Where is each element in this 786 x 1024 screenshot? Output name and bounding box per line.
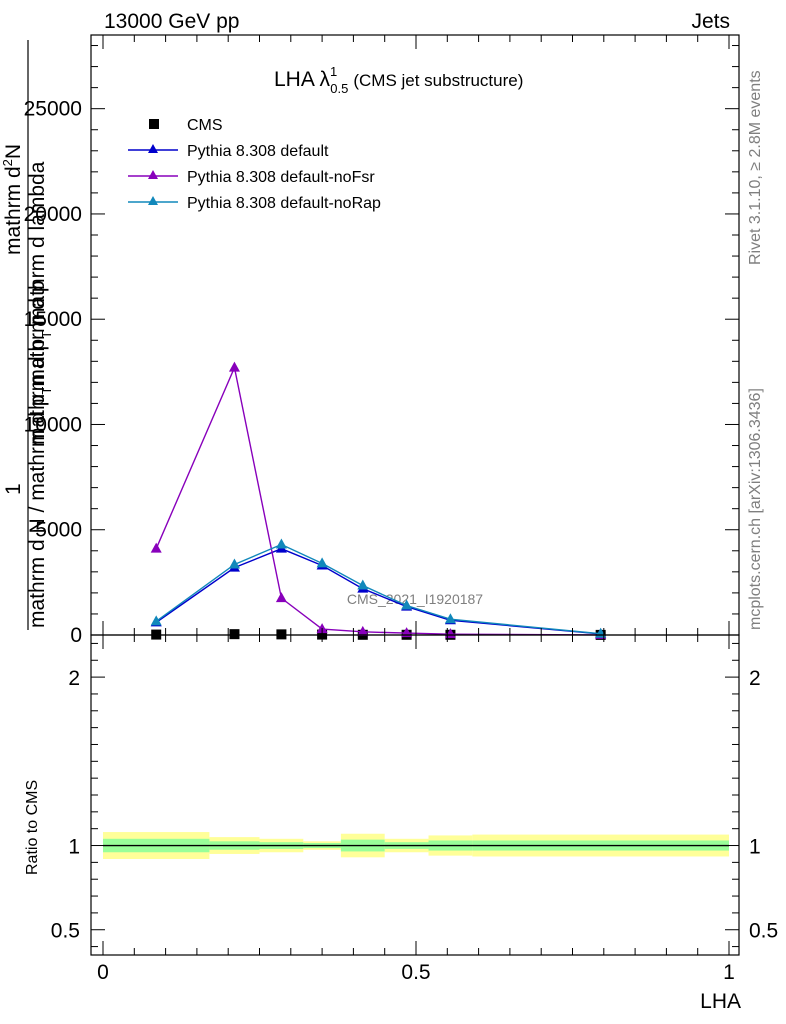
main-y-tick-label: 25000 — [24, 98, 82, 121]
header-left-label: 13000 GeV pp — [104, 10, 239, 33]
legend-label-norap: Pythia 8.308 default-noRap — [187, 195, 381, 212]
chart-title: LHA λ1 0.5 (CMS jet substructure) — [274, 64, 523, 96]
mcplots-label: mcplots.cern.ch [arXiv:1306.3436] — [747, 388, 764, 630]
ratio-panel: 0.5 0.5 1 1 2 2 0 0.5 1 Ratio to CMS LHA — [24, 634, 778, 1013]
ylabel-one: 1 — [2, 483, 25, 495]
data-point-nofsr — [150, 542, 162, 553]
legend: CMS Pythia 8.308 default Pythia 8.308 de… — [128, 117, 381, 212]
data-point-cms — [276, 629, 287, 640]
ratio-y-tick-label-right: 1 — [749, 836, 761, 859]
header-right-label: Jets — [691, 10, 730, 33]
legend-marker-norap — [148, 196, 158, 205]
ylabel-numerator: mathrm d2N — [0, 144, 25, 255]
data-point-cms — [229, 629, 240, 640]
ratio-axis-ticks: 0.5 0.5 1 1 2 2 0 0.5 1 — [51, 635, 778, 984]
main-y-tick-label: 5000 — [35, 519, 82, 542]
x-tick-label: 0.5 — [401, 961, 430, 984]
data-point-norap — [401, 599, 413, 610]
main-y-axis-label: 1 mathrm d2N mathrm d pT mathrm d lambda… — [0, 40, 54, 630]
legend-label-default: Pythia 8.308 default — [187, 143, 329, 160]
main-y-tick-label: 10000 — [24, 413, 82, 436]
data-point-norap — [316, 557, 328, 568]
x-axis-label: LHA — [700, 990, 741, 1013]
analysis-watermark: CMS_2021_I1920187 — [347, 591, 483, 607]
data-point-norap — [275, 538, 287, 549]
series-line-nofsr — [155, 365, 601, 636]
data-point-nofsr — [357, 625, 369, 636]
ratio-y-tick-label-right: 2 — [749, 667, 761, 690]
data-point-norap — [228, 558, 240, 569]
series-line-default — [155, 547, 601, 635]
legend-marker-cms — [149, 119, 159, 129]
data-point-norap — [357, 579, 369, 590]
x-tick-label: 1 — [723, 961, 735, 984]
main-y-tick-label: 0 — [70, 624, 82, 647]
ratio-y-tick-label-left: 0.5 — [51, 920, 80, 943]
series-line-norap — [155, 543, 601, 635]
legend-label-cms: CMS — [187, 117, 223, 134]
ylabel-denominator-2: mathrm d N / mathrm d pTmathrm d p — [26, 280, 54, 628]
ratio-y-tick-label-right: 0.5 — [749, 920, 778, 943]
legend-label-nofsr: Pythia 8.308 default-noFsr — [187, 169, 375, 186]
main-y-tick-label: 15000 — [24, 308, 82, 331]
main-axis-ticks: 0 5000 10000 15000 20000 25000 — [24, 35, 739, 647]
ratio-y-tick-label-left: 2 — [68, 667, 80, 690]
ratio-y-tick-label-left: 1 — [68, 836, 80, 859]
ylabel-denominator-1: mathrm d pT mathrm d lambda — [26, 161, 54, 445]
legend-marker-default — [148, 144, 158, 153]
data-point-norap — [444, 613, 456, 624]
ratio-frame — [90, 634, 740, 956]
main-y-tick-label: 20000 — [24, 203, 82, 226]
ratio-uncertainty-bands — [103, 832, 729, 859]
ratio-y-axis-label: Ratio to CMS — [24, 780, 41, 875]
data-point-nofsr — [228, 361, 240, 372]
data-point-nofsr — [275, 592, 287, 603]
legend-marker-nofsr — [148, 170, 158, 179]
data-point-norap — [150, 615, 162, 626]
main-panel: CMS_2021_I1920187 0 5000 10000 15000 20000 25… — [0, 34, 740, 647]
rivet-version-label: Rivet 3.1.10, ≥ 2.8M events — [747, 70, 764, 265]
x-tick-label: 0 — [97, 961, 109, 984]
